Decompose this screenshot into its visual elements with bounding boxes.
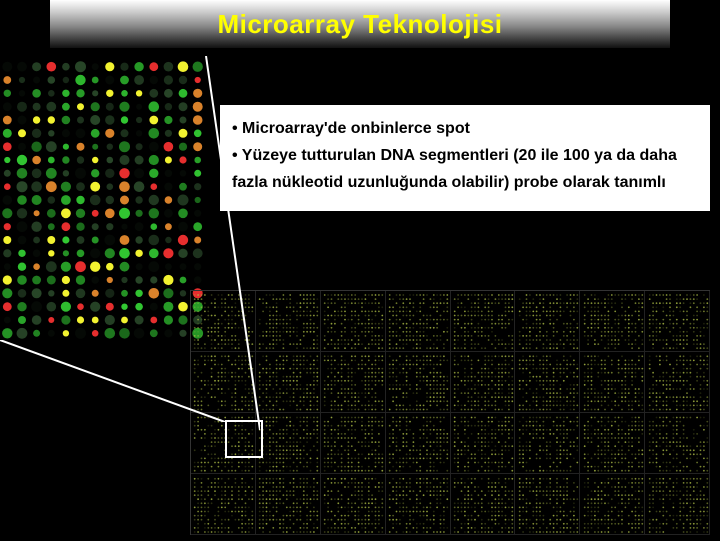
bullet-2-text: Yüzeye tutturulan DNA segmentleri (20 il… (232, 147, 677, 191)
zoom-indicator-box (225, 420, 263, 458)
title-bar: Microarray Teknolojisi (50, 0, 670, 48)
microarray-full-image (190, 290, 710, 535)
bullet-1-text: Microarray'de onbinlerce spot (242, 120, 470, 137)
slide-title: Microarray Teknolojisi (217, 9, 502, 40)
microarray-block-grid (191, 291, 710, 535)
bullet-2: • Yüzeye tutturulan DNA segmentleri (20 … (232, 142, 698, 196)
zoom-connector-line-top (0, 56, 260, 456)
bullet-1: • Microarray'de onbinlerce spot (232, 115, 698, 142)
text-panel: • Microarray'de onbinlerce spot • Yüzeye… (220, 105, 710, 211)
